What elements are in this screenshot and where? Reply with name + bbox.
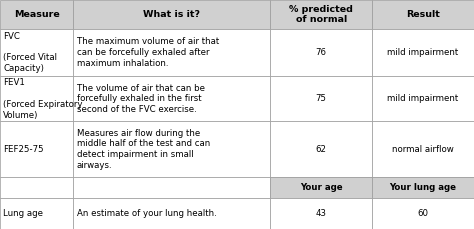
Bar bbox=[270, 76, 372, 121]
Text: mild impairment: mild impairment bbox=[387, 94, 459, 103]
Text: normal airflow: normal airflow bbox=[392, 145, 454, 154]
Bar bbox=[372, 0, 474, 29]
Text: An estimate of your lung health.: An estimate of your lung health. bbox=[77, 209, 217, 218]
Bar bbox=[270, 29, 372, 76]
Text: 43: 43 bbox=[316, 209, 327, 218]
Bar bbox=[372, 76, 474, 121]
Bar bbox=[270, 177, 372, 198]
Text: Your age: Your age bbox=[300, 183, 342, 192]
Bar bbox=[270, 0, 372, 29]
Bar bbox=[372, 177, 474, 198]
Bar bbox=[73, 121, 270, 177]
Text: FEV1

(Forced Expiratory
Volume): FEV1 (Forced Expiratory Volume) bbox=[3, 78, 83, 120]
Bar bbox=[0, 0, 73, 29]
Text: What is it?: What is it? bbox=[143, 10, 201, 19]
Text: Your lung age: Your lung age bbox=[390, 183, 456, 192]
Text: 60: 60 bbox=[418, 209, 428, 218]
Text: FVC

(Forced Vital
Capacity): FVC (Forced Vital Capacity) bbox=[3, 32, 57, 73]
Text: Result: Result bbox=[406, 10, 440, 19]
Bar bbox=[73, 177, 270, 198]
Text: Lung age: Lung age bbox=[3, 209, 43, 218]
Bar bbox=[0, 177, 73, 198]
Bar bbox=[0, 121, 73, 177]
Bar bbox=[0, 76, 73, 121]
Text: The maximum volume of air that
can be forcefully exhaled after
maximum inhalatio: The maximum volume of air that can be fo… bbox=[77, 37, 219, 68]
Text: 76: 76 bbox=[316, 48, 327, 57]
Bar bbox=[73, 76, 270, 121]
Bar bbox=[372, 121, 474, 177]
Bar bbox=[73, 198, 270, 229]
Text: The volume of air that can be
forcefully exhaled in the first
second of the FVC : The volume of air that can be forcefully… bbox=[77, 84, 205, 114]
Bar bbox=[372, 29, 474, 76]
Text: 62: 62 bbox=[316, 145, 327, 154]
Text: Measure: Measure bbox=[14, 10, 60, 19]
Text: mild impairment: mild impairment bbox=[387, 48, 459, 57]
Text: 75: 75 bbox=[316, 94, 327, 103]
Bar bbox=[270, 121, 372, 177]
Bar bbox=[73, 29, 270, 76]
Text: Measures air flow during the
middle half of the test and can
detect impairment i: Measures air flow during the middle half… bbox=[77, 128, 210, 170]
Text: % predicted
of normal: % predicted of normal bbox=[289, 5, 353, 24]
Bar bbox=[372, 198, 474, 229]
Bar bbox=[270, 198, 372, 229]
Bar bbox=[73, 0, 270, 29]
Bar bbox=[0, 198, 73, 229]
Bar bbox=[0, 29, 73, 76]
Text: FEF25-75: FEF25-75 bbox=[3, 145, 44, 154]
